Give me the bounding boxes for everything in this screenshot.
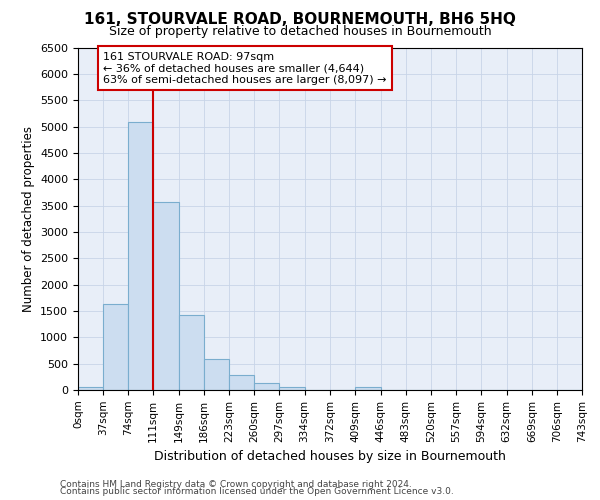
Bar [229, 375, 254, 390]
Text: Size of property relative to detached houses in Bournemouth: Size of property relative to detached ho… [109, 25, 491, 38]
Bar [254, 382, 280, 390]
Bar [153, 202, 179, 390]
Text: Contains HM Land Registry data © Crown copyright and database right 2024.: Contains HM Land Registry data © Crown c… [60, 480, 412, 489]
Bar [280, 387, 305, 390]
Bar [78, 387, 103, 390]
X-axis label: Distribution of detached houses by size in Bournemouth: Distribution of detached houses by size … [154, 450, 506, 463]
Bar [103, 304, 128, 390]
Text: Contains public sector information licensed under the Open Government Licence v3: Contains public sector information licen… [60, 487, 454, 496]
Text: 161, STOURVALE ROAD, BOURNEMOUTH, BH6 5HQ: 161, STOURVALE ROAD, BOURNEMOUTH, BH6 5H… [84, 12, 516, 26]
Bar [204, 360, 229, 390]
Text: 161 STOURVALE ROAD: 97sqm
← 36% of detached houses are smaller (4,644)
63% of se: 161 STOURVALE ROAD: 97sqm ← 36% of detac… [103, 52, 386, 85]
Y-axis label: Number of detached properties: Number of detached properties [22, 126, 35, 312]
Bar [355, 387, 380, 390]
Bar [179, 315, 204, 390]
Bar [128, 122, 153, 390]
